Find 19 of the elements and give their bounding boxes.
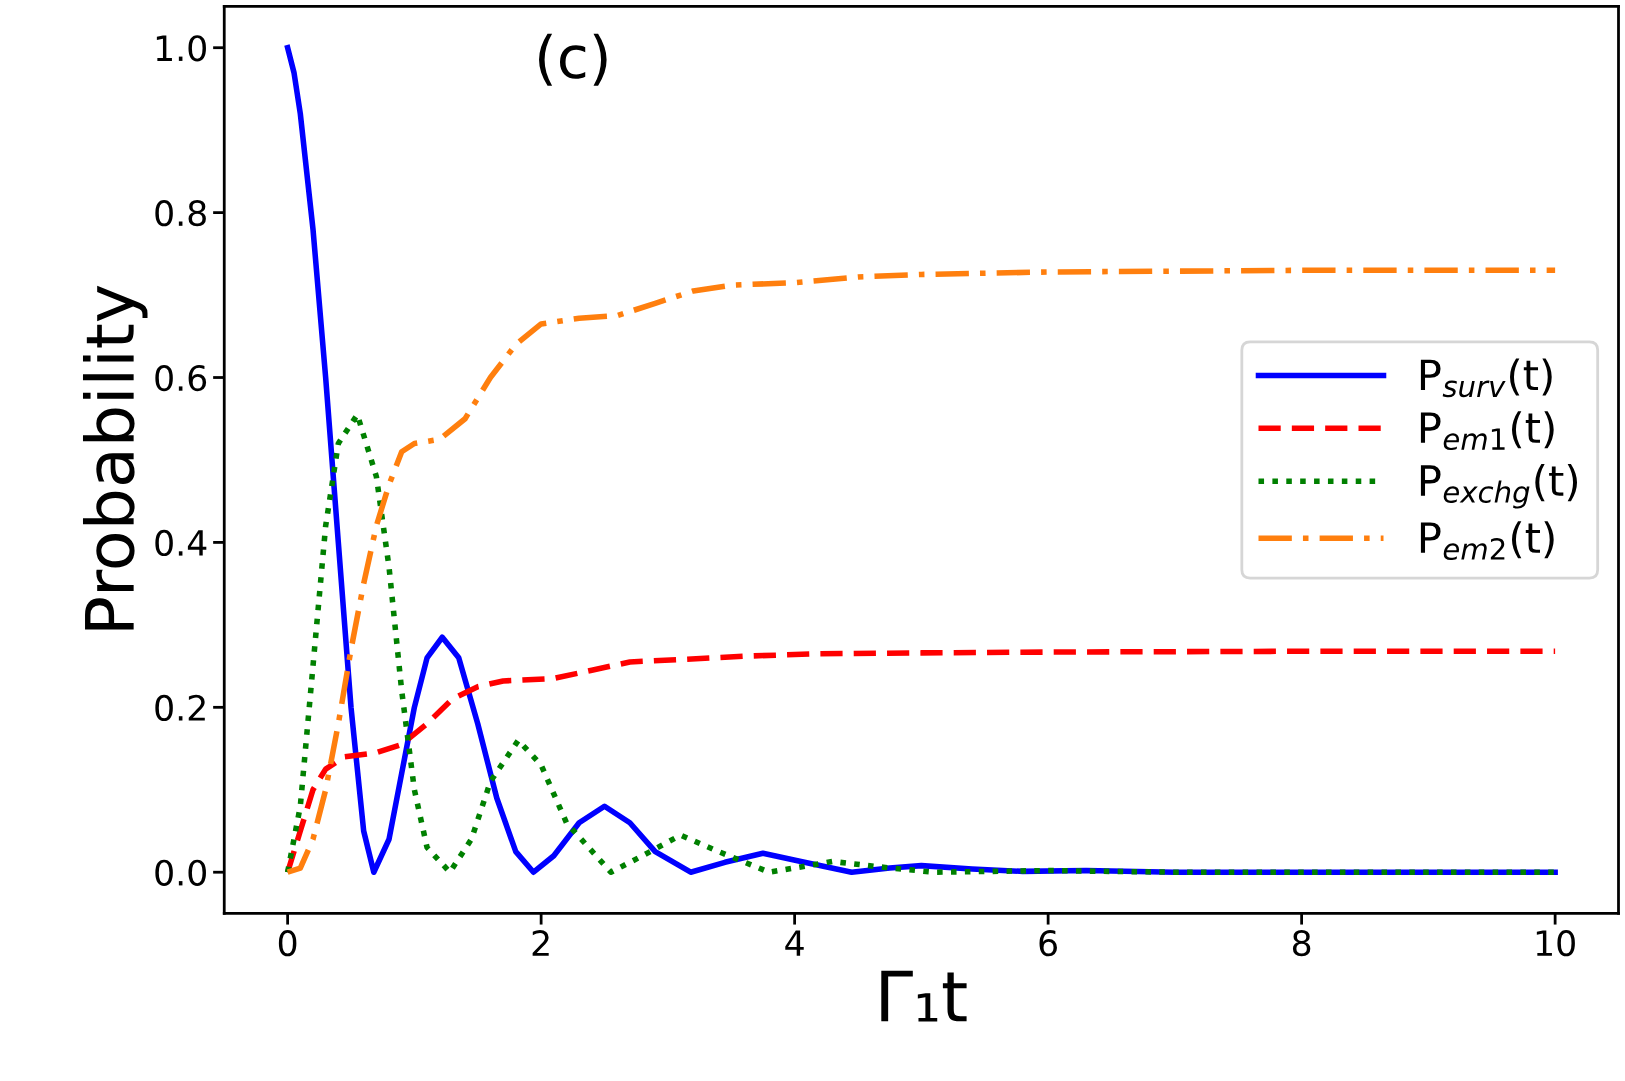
annotation: (c) [539, 33, 607, 86]
x-tick-label: 8 [1292, 930, 1311, 957]
x-tick-label: 10 [1536, 930, 1575, 957]
x-tick-label: 0 [278, 930, 297, 957]
y-tick-label: 0.8 [155, 200, 206, 227]
x-tick-label: 4 [785, 930, 804, 956]
y-tick-label: 0.4 [155, 529, 207, 557]
y-tick-label: 0.0 [155, 859, 206, 886]
legend-label: P$_{em1}$(t) [1420, 411, 1554, 451]
legend-label: P$_{surv}$(t) [1420, 358, 1552, 398]
y-tick-label: 0.2 [155, 694, 205, 721]
legend-label: P$_{em2}$(t) [1420, 521, 1554, 561]
y-axis-title: Probability [82, 285, 148, 630]
x-axis-title: Γ₁t [881, 970, 967, 1022]
y-tick-label: 0.6 [155, 364, 207, 392]
x-tick-label: 2 [532, 930, 549, 956]
legend-label: P$_{exchg}$(t) [1420, 464, 1578, 509]
x-tick-label: 6 [1039, 930, 1057, 957]
y-tick-label: 1.0 [156, 35, 206, 62]
